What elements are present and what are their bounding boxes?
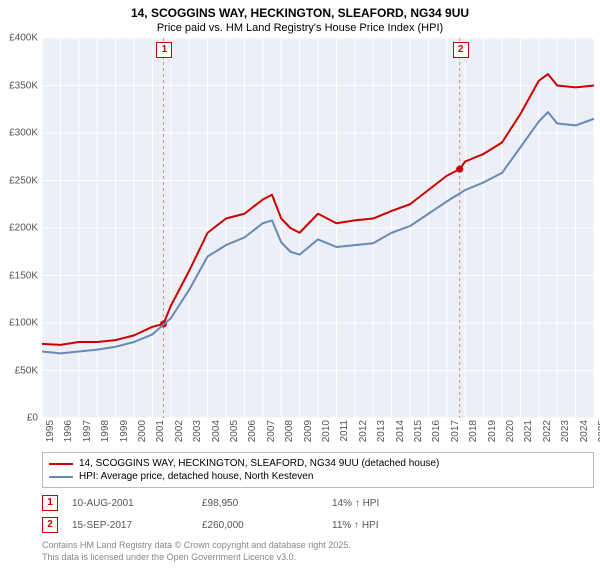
x-tick-label: 2023 — [560, 420, 571, 442]
x-tick-label: 2015 — [413, 420, 424, 442]
y-tick-label: £100K — [9, 318, 38, 329]
chart-title-line2: Price paid vs. HM Land Registry's House … — [0, 22, 600, 38]
x-tick-label: 2018 — [468, 420, 479, 442]
y-tick-label: £350K — [9, 80, 38, 91]
x-tick-label: 2013 — [376, 420, 387, 442]
legend-label: HPI: Average price, detached house, Nort… — [79, 471, 313, 482]
x-tick-label: 2014 — [395, 420, 406, 442]
x-tick-label: 2022 — [542, 420, 553, 442]
x-tick-label: 2004 — [211, 420, 222, 442]
sale-price: £260,000 — [202, 520, 332, 531]
legend-label: 14, SCOGGINS WAY, HECKINGTON, SLEAFORD, … — [79, 458, 439, 469]
x-tick-label: 2007 — [266, 420, 277, 442]
x-tick-label: 1995 — [45, 420, 56, 442]
y-tick-label: £300K — [9, 128, 38, 139]
sale-price: £98,950 — [202, 498, 332, 509]
x-tick-label: 1998 — [100, 420, 111, 442]
x-tick-label: 1996 — [63, 420, 74, 442]
y-tick-label: £200K — [9, 223, 38, 234]
chart-svg — [42, 38, 594, 418]
footer-line2: This data is licensed under the Open Gov… — [42, 552, 594, 564]
legend: 14, SCOGGINS WAY, HECKINGTON, SLEAFORD, … — [42, 452, 594, 488]
chart-title-line1: 14, SCOGGINS WAY, HECKINGTON, SLEAFORD, … — [0, 0, 600, 22]
chart-container: 14, SCOGGINS WAY, HECKINGTON, SLEAFORD, … — [0, 0, 600, 563]
sale-date: 10-AUG-2001 — [72, 498, 202, 509]
x-tick-label: 2009 — [303, 420, 314, 442]
sale-marker-2: 2 — [453, 42, 469, 58]
y-tick-label: £250K — [9, 175, 38, 186]
x-tick-label: 2020 — [505, 420, 516, 442]
x-tick-label: 2024 — [579, 420, 590, 442]
x-tick-label: 2008 — [284, 420, 295, 442]
legend-item: HPI: Average price, detached house, Nort… — [49, 470, 587, 483]
x-tick-label: 2000 — [137, 420, 148, 442]
x-tick-label: 2021 — [523, 420, 534, 442]
x-tick-label: 2016 — [431, 420, 442, 442]
sale-row: 1 10-AUG-2001£98,95014% ↑ HPI — [42, 492, 594, 514]
y-tick-label: £150K — [9, 270, 38, 281]
y-tick-label: £400K — [9, 33, 38, 44]
y-tick-label: £50K — [15, 365, 38, 376]
sale-diff: 11% ↑ HPI — [332, 520, 462, 531]
x-tick-label: 2003 — [192, 420, 203, 442]
x-tick-label: 2006 — [247, 420, 258, 442]
y-axis-labels: £0£50K£100K£150K£200K£250K£300K£350K£400… — [0, 38, 40, 418]
x-tick-label: 2002 — [174, 420, 185, 442]
sale-marker-1: 1 — [156, 42, 172, 58]
x-tick-label: 2012 — [358, 420, 369, 442]
legend-item: 14, SCOGGINS WAY, HECKINGTON, SLEAFORD, … — [49, 457, 587, 470]
legend-swatch — [49, 463, 73, 465]
x-tick-label: 1999 — [119, 420, 130, 442]
sale-row-marker: 2 — [42, 517, 58, 533]
x-tick-label: 2017 — [450, 420, 461, 442]
plot-area: £0£50K£100K£150K£200K£250K£300K£350K£400… — [42, 38, 594, 418]
x-tick-label: 2001 — [155, 420, 166, 442]
sale-row-marker: 1 — [42, 495, 58, 511]
sale-date: 15-SEP-2017 — [72, 520, 202, 531]
x-tick-label: 1997 — [82, 420, 93, 442]
sale-details: 1 10-AUG-2001£98,95014% ↑ HPI 2 15-SEP-2017… — [42, 492, 594, 536]
x-tick-label: 2019 — [487, 420, 498, 442]
y-tick-label: £0 — [27, 413, 38, 424]
footer-line1: Contains HM Land Registry data © Crown c… — [42, 540, 594, 552]
x-tick-label: 2011 — [339, 420, 350, 442]
x-axis-labels: 1995 1996 1997 1998 1999 2000 2001 2002 2003 2004… — [42, 418, 594, 448]
legend-swatch — [49, 476, 73, 478]
sale-diff: 14% ↑ HPI — [332, 498, 462, 509]
sale-row: 2 15-SEP-2017£260,00011% ↑ HPI — [42, 514, 594, 536]
x-tick-label: 2005 — [229, 420, 240, 442]
x-tick-label: 2010 — [321, 420, 332, 442]
